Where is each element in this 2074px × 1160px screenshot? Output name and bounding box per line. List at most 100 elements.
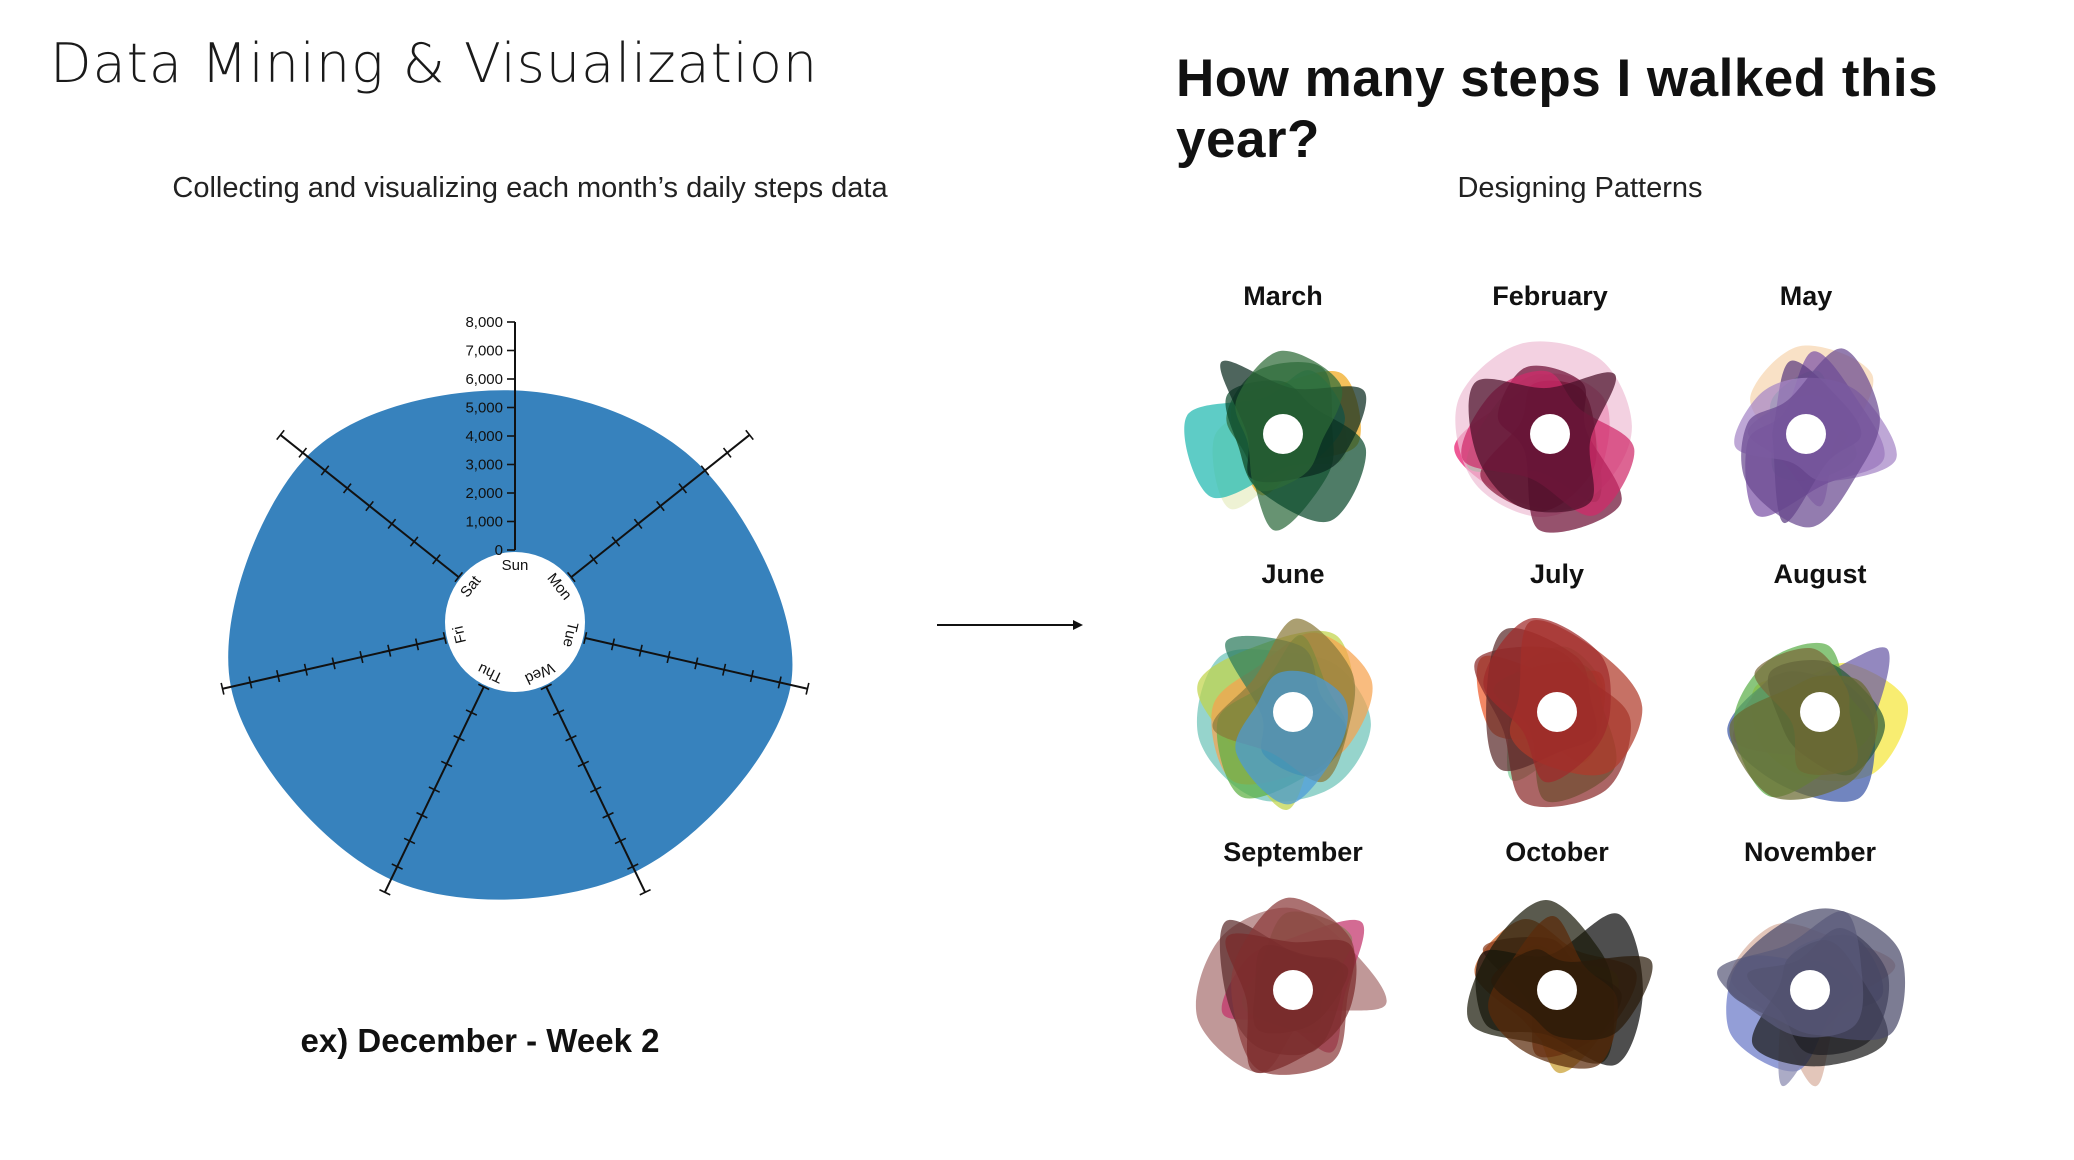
arrow-icon — [937, 620, 1083, 630]
pattern-june: June — [1173, 556, 1413, 832]
axis-tick — [275, 670, 281, 683]
flower-pattern — [1474, 617, 1643, 808]
center-hole — [1790, 970, 1830, 1010]
tick-label: 0 — [495, 542, 503, 559]
axis-spoke-tue — [583, 631, 810, 695]
pattern-july: July — [1437, 556, 1677, 832]
example-caption: ex) December - Week 2 — [300, 1022, 660, 1059]
axis-tick — [611, 536, 621, 547]
axis-tick — [365, 500, 374, 512]
month-label: September — [1223, 837, 1363, 867]
flower-pattern — [1184, 350, 1367, 531]
axis-tick — [694, 657, 699, 670]
axis-tick — [248, 676, 253, 689]
axis-tick — [359, 651, 364, 664]
axis-tick — [577, 760, 590, 768]
axis-tick — [540, 683, 552, 691]
inner-circle — [445, 552, 585, 692]
pattern-march: March — [1163, 278, 1403, 554]
axis-spoke-fri — [220, 631, 447, 695]
month-label: July — [1529, 559, 1585, 589]
axis-tick — [614, 837, 627, 845]
axis-spoke-wed — [540, 683, 651, 896]
axis-tick — [391, 863, 403, 870]
axis-tick — [478, 683, 490, 691]
axis-spoke-sun — [507, 321, 516, 551]
week-shape — [1729, 675, 1878, 800]
axis-tick — [627, 863, 639, 870]
month-label: August — [1773, 559, 1867, 589]
axis-tick — [589, 554, 598, 565]
center-hole — [1273, 692, 1313, 732]
axis-tick — [387, 644, 392, 657]
pattern-september: September — [1173, 834, 1413, 1110]
day-label: Sun — [502, 557, 529, 574]
axis-tick — [220, 682, 225, 695]
pattern-february: February — [1430, 278, 1670, 554]
month-label: February — [1492, 281, 1608, 311]
axis-tick — [678, 483, 688, 494]
axis-tick — [453, 734, 465, 742]
axis-tick — [276, 429, 285, 441]
axis-tick — [331, 657, 336, 670]
flower-pattern — [1195, 897, 1387, 1075]
radial-steps-chart: SunMonTueWedThuFriSat01,0002,0003,0004,0… — [220, 314, 810, 900]
axis-tick — [700, 465, 710, 476]
axis-spoke-thu — [379, 683, 490, 896]
flower-pattern — [1717, 908, 1906, 1087]
month-label: November — [1743, 837, 1877, 867]
flower-pattern — [1196, 618, 1373, 811]
axis-tick — [414, 638, 420, 651]
center-hole — [1263, 414, 1303, 454]
axis-tick — [656, 500, 665, 512]
axis-tick — [465, 709, 478, 716]
center-hole — [1537, 970, 1577, 1010]
tick-label: 4,000 — [465, 428, 503, 445]
axis-tick — [777, 676, 782, 689]
axis-tick — [749, 670, 755, 683]
axis-tick — [416, 811, 428, 819]
axis-tick — [638, 644, 643, 657]
pattern-august: August — [1700, 556, 1940, 832]
center-hole — [1530, 414, 1570, 454]
axis-tick — [552, 709, 565, 716]
tick-label: 5,000 — [465, 400, 503, 417]
axis-spoke-sat — [276, 429, 464, 583]
flower-pattern — [1734, 345, 1897, 528]
month-label: June — [1261, 559, 1325, 589]
axis-tick — [442, 631, 447, 645]
right-subtitle: Designing Patterns — [1457, 172, 1703, 204]
right-title: How many steps I walked this year? — [1176, 49, 1939, 169]
pattern-november: November — [1690, 834, 1930, 1110]
day-label: Fri — [450, 624, 470, 645]
axis-tick — [805, 682, 810, 695]
flower-pattern — [1454, 341, 1635, 533]
axis-tick — [583, 631, 588, 645]
month-label: March — [1243, 281, 1323, 311]
axis-tick — [722, 663, 727, 676]
tick-label: 3,000 — [465, 457, 503, 474]
axis-tick — [320, 465, 330, 476]
axis-tick — [666, 651, 671, 664]
axis-tick — [440, 760, 453, 768]
month-label: October — [1505, 837, 1609, 867]
axis-tick — [403, 837, 416, 845]
left-subtitle: Collecting and visualizing each month’s … — [172, 172, 888, 204]
flower-pattern — [1727, 642, 1909, 802]
flower-pattern — [1467, 899, 1653, 1074]
axis-tick — [566, 571, 576, 583]
center-hole — [1537, 692, 1577, 732]
axis-tick — [379, 888, 391, 896]
tick-label: 1,000 — [465, 514, 503, 531]
tick-label: 8,000 — [465, 314, 503, 331]
axis-tick — [745, 429, 754, 441]
axis-tick — [722, 447, 732, 458]
axis-tick — [602, 811, 614, 819]
tick-label: 6,000 — [465, 371, 503, 388]
axis-tick — [342, 483, 352, 494]
axis-tick — [303, 663, 308, 676]
axis-tick — [298, 447, 308, 458]
month-label: May — [1779, 281, 1833, 311]
axis-tick — [409, 536, 419, 547]
day-label: Tue — [559, 620, 581, 648]
